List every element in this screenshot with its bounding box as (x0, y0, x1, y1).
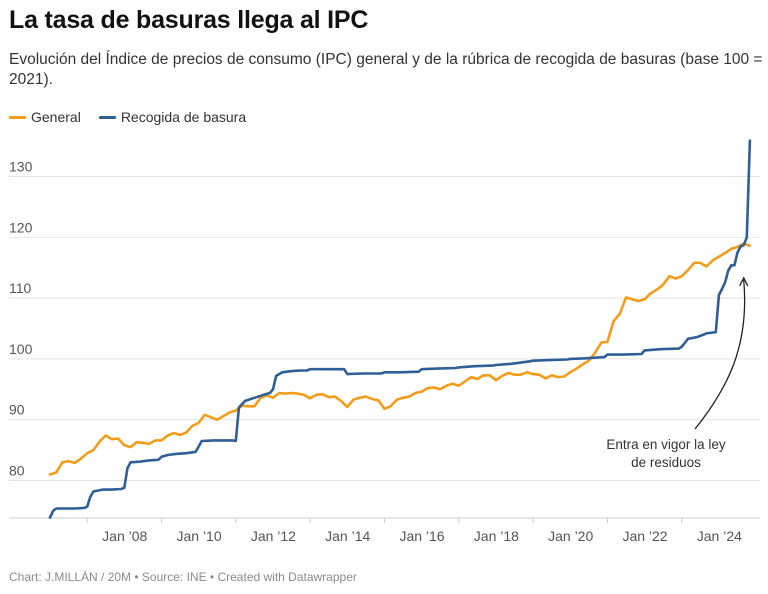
legend-item-recogida: Recogida de basura (98, 109, 247, 125)
annotation-text-line2: de residuos (631, 455, 701, 470)
legend-label-general: General (31, 109, 81, 125)
x-tick-label: Jan ’22 (622, 528, 667, 544)
x-tick-label: Jan ’14 (325, 528, 370, 544)
y-tick-label: 90 (9, 402, 25, 418)
x-tick-label: Jan ’10 (176, 528, 221, 544)
x-tick-label: Jan ’20 (548, 528, 593, 544)
legend-item-general: General (9, 109, 81, 125)
series-line-general (48, 242, 752, 476)
chart-footer: Chart: J.MILLÁN / 20M • Source: INE • Cr… (9, 570, 357, 584)
series-line-recogida (48, 139, 752, 519)
legend: General Recogida de basura (9, 109, 264, 125)
legend-swatch-recogida (98, 115, 116, 119)
grid-layer: 80 90 100 110 120 130 (9, 158, 760, 482)
annotation: Entra en vigor la ley de residuos (606, 276, 749, 470)
y-tick-label: 130 (9, 158, 33, 174)
y-tick-label: 120 (9, 219, 33, 235)
series-layer (48, 139, 752, 519)
chart-subtitle: Evolución del Índice de precios de consu… (9, 51, 763, 88)
legend-swatch-general (9, 115, 26, 119)
x-tick-label: Jan ’16 (399, 528, 444, 544)
y-tick-label: 110 (9, 280, 32, 296)
x-tick-label: Jan ’24 (697, 528, 742, 544)
x-tick-label: Jan ’18 (474, 528, 519, 544)
chart-title: La tasa de basuras llega al IPC (9, 6, 369, 34)
y-tick-label: 80 (9, 463, 25, 479)
y-tick-label: 100 (9, 341, 33, 357)
legend-label-recogida: Recogida de basura (120, 109, 247, 125)
annotation-text-line1: Entra en vigor la ley (606, 437, 726, 452)
x-tick-label: Jan ’12 (251, 528, 296, 544)
annotation-arrow (694, 279, 746, 430)
x-axis: Jan ’08 Jan ’10 Jan ’12 Jan ’14 Jan ’16 Jan ’… (9, 517, 760, 544)
annotation-arrowhead (739, 276, 749, 287)
x-tick-label: Jan ’08 (102, 528, 147, 544)
